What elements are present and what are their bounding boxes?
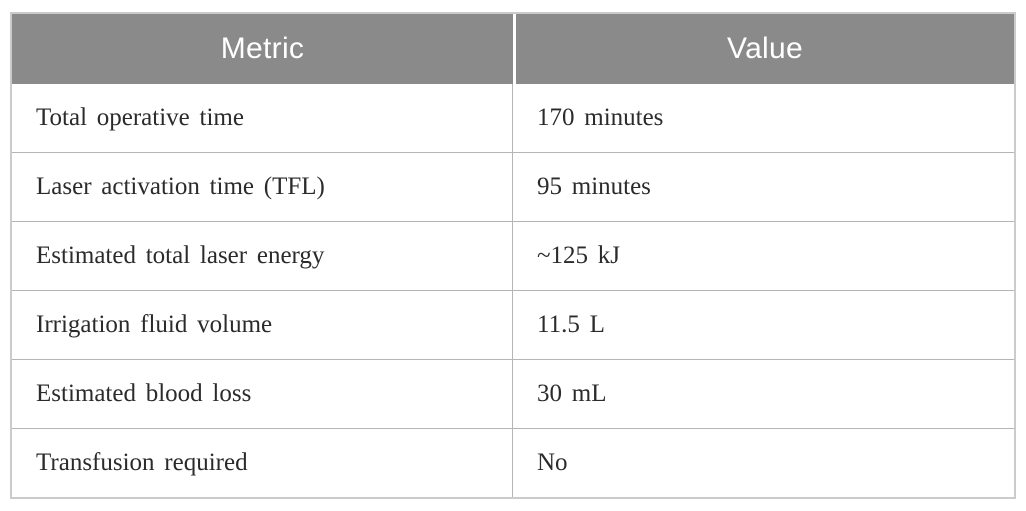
metric-cell: Total operative time [12, 84, 513, 152]
value-cell: 95 minutes [537, 173, 651, 200]
value-cell: 11.5 L [537, 311, 605, 338]
column-header-metric: Metric [12, 14, 513, 84]
metric-cell: Transfusion required [12, 429, 513, 497]
value-cell: No [537, 449, 568, 476]
metric-cell: Irrigation fluid volume [12, 291, 513, 359]
metric-cell: Estimated blood loss [12, 360, 513, 428]
table-header-row: Metric Value [12, 14, 1014, 84]
table-row: Estimated total laser energy ~125 kJ [12, 221, 1014, 290]
table-row: Laser activation time (TFL) 95 minutes [12, 152, 1014, 221]
table-row: Total operative time 170 minutes [12, 84, 1014, 152]
metric-cell: Estimated total laser energy [12, 222, 513, 290]
column-header-value: Value [513, 14, 1014, 84]
value-cell: 170 minutes [537, 104, 664, 131]
table-row: Irrigation fluid volume 11.5 L [12, 290, 1014, 359]
metric-cell: Laser activation time (TFL) [12, 153, 513, 221]
value-cell: 30 mL [537, 380, 607, 407]
value-cell: ~125 kJ [537, 242, 621, 269]
table-row: Estimated blood loss 30 mL [12, 359, 1014, 428]
operative-metrics-table: Metric Value Total operative time 170 mi… [10, 12, 1016, 499]
table-row: Transfusion required No [12, 428, 1014, 497]
